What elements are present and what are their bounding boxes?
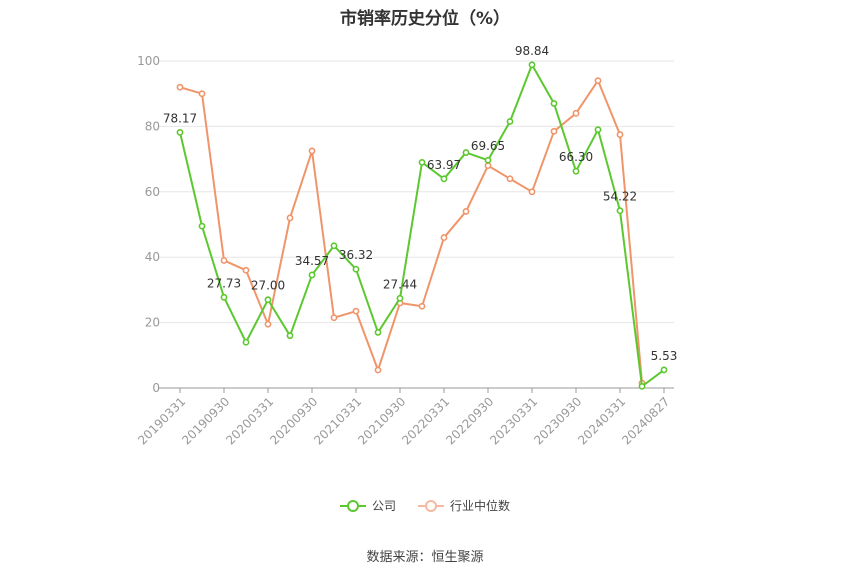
series-1-point-14 xyxy=(484,162,492,170)
series-0-point-21 xyxy=(638,382,646,390)
y-tick-label-100: 100 xyxy=(137,54,160,68)
data-label-0: 78.17 xyxy=(163,111,197,125)
x-axis: 2019033120190930202003312020093020210331… xyxy=(135,387,674,448)
legend: 公司 行业中位数 xyxy=(0,497,850,514)
legend-marker-industry-median xyxy=(418,499,444,512)
series-0-point-2 xyxy=(220,293,228,301)
x-tick-label-11: 20240827 xyxy=(619,394,672,447)
data-label-16: 98.84 xyxy=(515,44,549,58)
series-line-1 xyxy=(179,79,643,384)
series-1-point-13 xyxy=(462,208,470,215)
series-1-point-6 xyxy=(308,147,316,155)
series-0-point-17 xyxy=(550,100,558,107)
y-tick-label-0: 0 xyxy=(152,381,160,395)
legend-item-industry-median[interactable]: 行业中位数 xyxy=(418,497,510,514)
series-0-point-1 xyxy=(198,222,206,230)
y-axis: 0 20 40 60 80 100 xyxy=(137,54,160,395)
series-layer xyxy=(176,61,668,390)
series-0-point-14 xyxy=(484,156,492,164)
series-0-point-9 xyxy=(374,329,382,336)
y-tick-label-20: 20 xyxy=(145,316,160,330)
series-0-point-10 xyxy=(396,294,404,302)
series-0-point-12 xyxy=(440,175,448,183)
series-1-point-16 xyxy=(528,188,536,196)
series-1-point-2 xyxy=(220,257,228,264)
grid-lines xyxy=(158,60,674,324)
series-0-point-18 xyxy=(572,167,580,175)
legend-marker-company xyxy=(339,499,366,512)
series-0-point-5 xyxy=(286,332,294,340)
y-tick-label-40: 40 xyxy=(145,250,160,264)
series-1-point-20 xyxy=(616,131,624,138)
series-0-point-0 xyxy=(176,128,184,136)
series-1-point-4 xyxy=(264,320,272,328)
series-1-point-18 xyxy=(572,109,580,117)
series-0-point-13 xyxy=(462,149,470,156)
series-1-point-17 xyxy=(550,127,558,135)
data-label-2: 27.73 xyxy=(207,276,241,290)
series-1-point-8 xyxy=(352,307,360,315)
series-1-point-9 xyxy=(374,366,382,374)
data-label-18: 66.30 xyxy=(559,150,593,164)
series-0-point-4 xyxy=(264,296,272,304)
series-1-point-3 xyxy=(242,266,250,274)
series-0-point-16 xyxy=(528,61,536,69)
series-1-point-12 xyxy=(440,234,448,241)
data-label-12: 63.97 xyxy=(427,158,461,172)
y-tick-label-60: 60 xyxy=(145,185,160,199)
series-0-point-19 xyxy=(594,126,602,134)
data-label-10: 27.44 xyxy=(383,277,417,291)
data-label-22: 5.53 xyxy=(651,349,678,363)
series-line-0 xyxy=(179,63,665,388)
legend-item-company[interactable]: 公司 xyxy=(339,497,396,514)
series-0-point-8 xyxy=(352,265,360,273)
series-1-point-19 xyxy=(594,77,602,85)
series-1-point-11 xyxy=(418,302,426,310)
series-1-point-7 xyxy=(330,314,338,322)
series-1-point-15 xyxy=(506,175,514,183)
data-label-14: 69.65 xyxy=(471,139,505,153)
data-labels: 78.17 27.73 27.00 34.57 36.32 27.44 63.97 69.65… xyxy=(163,44,678,363)
series-1-point-1 xyxy=(198,90,206,98)
legend-label-industry-median: 行业中位数 xyxy=(450,499,511,513)
y-tick-label-80: 80 xyxy=(145,119,160,133)
chart-title: 市销率历史分位（%） xyxy=(339,9,511,29)
series-0-point-22 xyxy=(660,366,668,374)
data-label-4: 27.00 xyxy=(251,279,285,293)
series-0-point-11 xyxy=(418,158,426,166)
series-0-point-20 xyxy=(616,207,624,215)
data-source: 数据来源：恒生聚源 xyxy=(366,550,484,565)
series-0-point-7 xyxy=(330,242,338,250)
series-1-point-5 xyxy=(286,214,294,222)
series-0-point-15 xyxy=(506,118,514,125)
series-0-point-3 xyxy=(242,338,250,346)
data-label-6: 34.57 xyxy=(295,254,329,268)
legend-label-company: 公司 xyxy=(371,499,396,513)
series-0-point-6 xyxy=(308,271,316,279)
data-label-8: 36.32 xyxy=(339,248,373,262)
series-1-point-0 xyxy=(176,83,184,91)
data-label-20: 54.22 xyxy=(603,190,637,204)
